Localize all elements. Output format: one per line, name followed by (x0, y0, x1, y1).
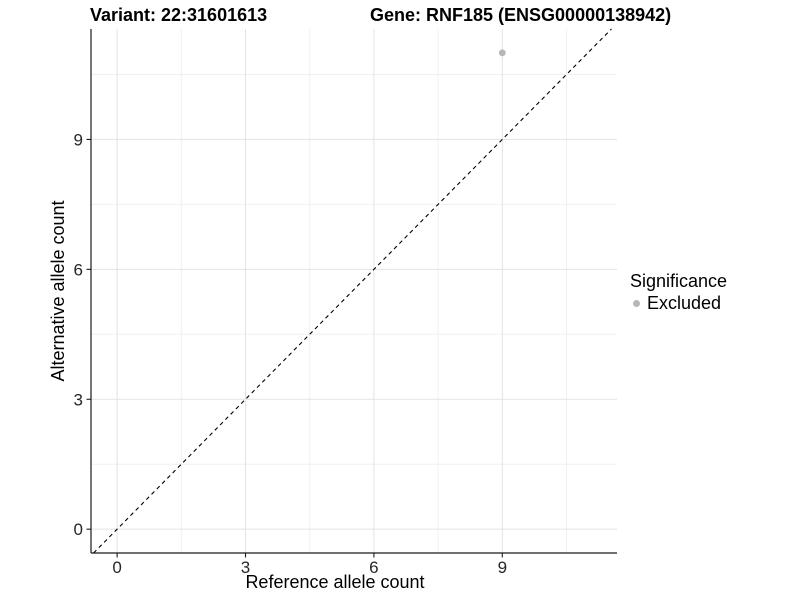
plot-title-gene: Gene: RNF185 (ENSG00000138942) (370, 5, 672, 25)
x-axis-title: Reference allele count (245, 572, 424, 592)
x-tick-label: 9 (498, 558, 507, 577)
y-tick-label: 9 (74, 130, 83, 149)
gridlines-minor (91, 29, 617, 553)
dashed-identity-line (93, 28, 612, 554)
axis-tick-labels: 0 3 6 9 0 3 6 9 (74, 130, 508, 577)
data-point (498, 49, 506, 57)
legend-item-label: Excluded (647, 293, 722, 313)
x-tick-label: 0 (112, 558, 121, 577)
y-axis-title: Alternative allele count (48, 200, 68, 381)
legend-item-excluded: Excluded (630, 293, 727, 313)
y-tick-label: 3 (74, 390, 83, 409)
y-tick-label: 6 (74, 260, 83, 279)
x-tick-label: 6 (369, 558, 378, 577)
x-tick-label: 3 (241, 558, 250, 577)
plot-title-variant: Variant: 22:31601613 (90, 5, 268, 25)
y-tick-label: 0 (74, 520, 83, 539)
axis-lines (90, 29, 617, 554)
axis-tick-marks (86, 138, 503, 558)
excluded-point-icon (633, 299, 640, 307)
identity-reference-line (93, 28, 612, 554)
gridlines-major (91, 29, 617, 553)
data-points (498, 49, 506, 57)
legend-title: Significance (630, 271, 728, 291)
legend: Significance Excluded (630, 271, 727, 313)
